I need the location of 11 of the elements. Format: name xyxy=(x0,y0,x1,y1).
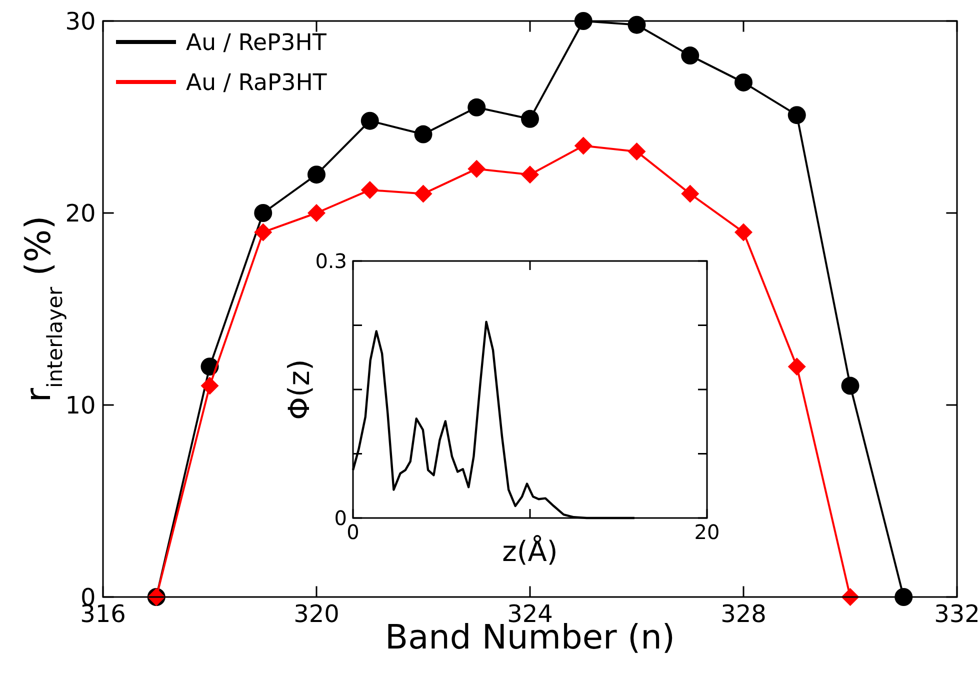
x-tick-label: 320 xyxy=(294,600,340,628)
x-tick-label: 332 xyxy=(934,600,979,628)
legend-label: Au / ReP3HT xyxy=(186,30,326,56)
y-tick-label: 20 xyxy=(65,199,96,228)
legend-label: Au / RaP3HT xyxy=(186,70,327,96)
y-tick-label: 10 xyxy=(65,391,96,420)
y-tick-label: 0.3 xyxy=(315,249,347,273)
x-tick-label: 328 xyxy=(720,600,766,628)
y-axis-title: Φ(z) xyxy=(282,359,316,420)
x-axis-title: z(Å) xyxy=(502,535,558,568)
y-tick-label: 30 xyxy=(65,7,96,36)
